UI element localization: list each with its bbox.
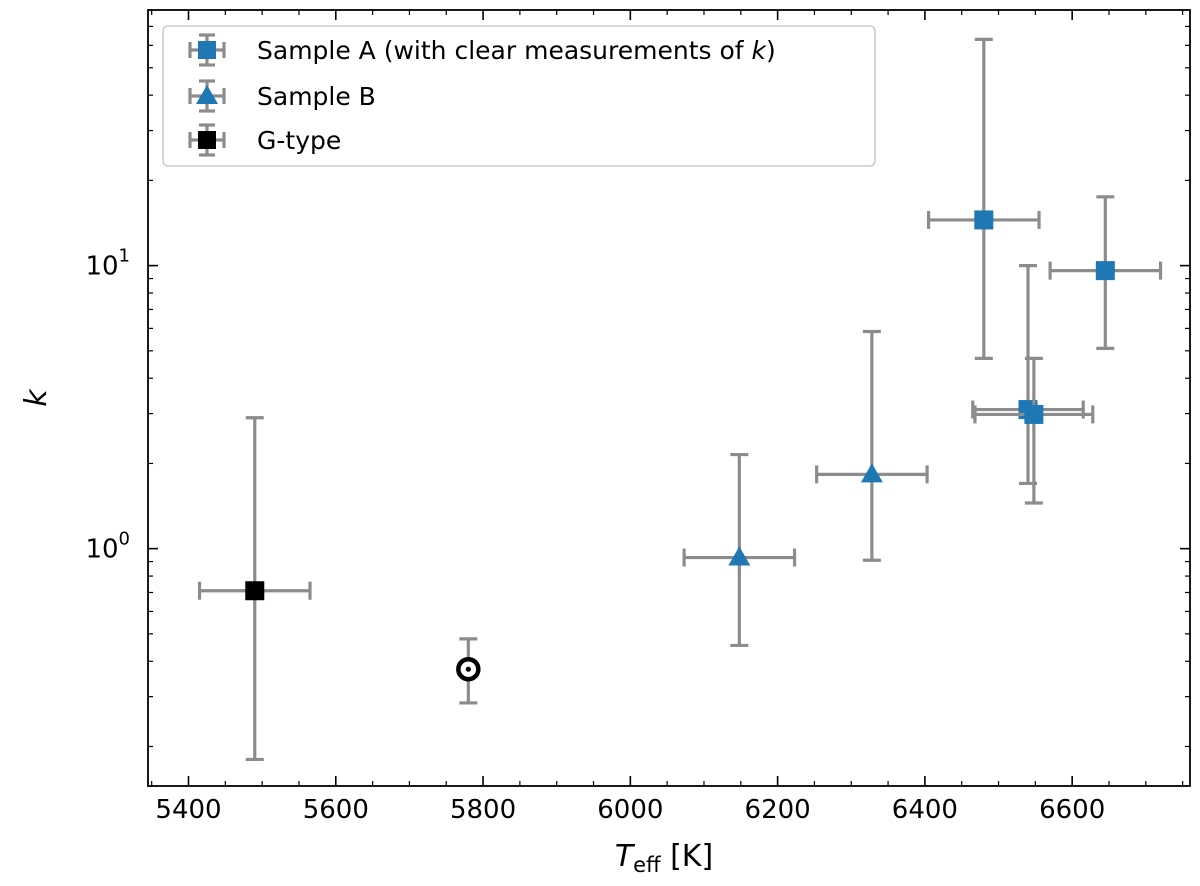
x-axis-label: Teff [K] — [615, 839, 713, 877]
legend: Sample A (with clear measurements of k) … — [162, 25, 876, 167]
triangle-marker — [728, 546, 751, 566]
legend-marker-sample-a — [188, 33, 226, 67]
legend-box — [162, 25, 876, 167]
series-3 — [456, 637, 481, 705]
legend-entry-sample-b: Sample B — [188, 79, 376, 113]
legend-marker-sample-b — [188, 79, 226, 113]
tick-layer: 5400 5600 5800 6000 6200 6400 6600 100 101 — [85, 10, 1190, 825]
legend-marker-g-type — [188, 123, 226, 157]
plot-layer — [197, 37, 1163, 762]
x-tick-label: 6000 — [597, 795, 663, 825]
series-2 — [197, 416, 312, 762]
plot-frame — [147, 9, 1191, 787]
x-tick-label: 5600 — [303, 795, 369, 825]
legend-entry-g-type: G-type — [188, 123, 341, 157]
data-point — [1048, 195, 1163, 350]
data-point — [456, 637, 481, 705]
y-tick-label: 100 — [85, 529, 130, 565]
legend-label-g-type: G-type — [257, 126, 341, 155]
legend-label-sample-a: Sample A (with clear measurements of k) — [257, 36, 776, 65]
x-tick-label: 6400 — [892, 795, 958, 825]
sun-symbol-dot — [465, 666, 471, 672]
series-1 — [682, 329, 929, 648]
x-tick-label: 6600 — [1039, 795, 1105, 825]
triangle-marker — [860, 463, 883, 483]
x-tick-label: 5400 — [155, 795, 221, 825]
x-tick-label: 5800 — [450, 795, 516, 825]
square-marker — [1024, 404, 1044, 424]
x-tick-label: 6200 — [745, 795, 811, 825]
y-tick-label: 101 — [85, 246, 130, 282]
series-0 — [926, 37, 1163, 505]
data-point — [682, 452, 797, 648]
square-marker — [974, 210, 994, 230]
data-point — [815, 329, 929, 562]
data-point — [197, 416, 312, 762]
y-axis-label: k — [19, 388, 54, 407]
data-point — [973, 356, 1095, 505]
square-marker — [1095, 261, 1115, 281]
legend-label-sample-b: Sample B — [257, 82, 376, 111]
square-marker — [245, 581, 265, 601]
data-point — [971, 264, 1085, 486]
data-point — [926, 37, 1041, 361]
legend-entry-sample-a: Sample A (with clear measurements of k) — [188, 33, 776, 67]
